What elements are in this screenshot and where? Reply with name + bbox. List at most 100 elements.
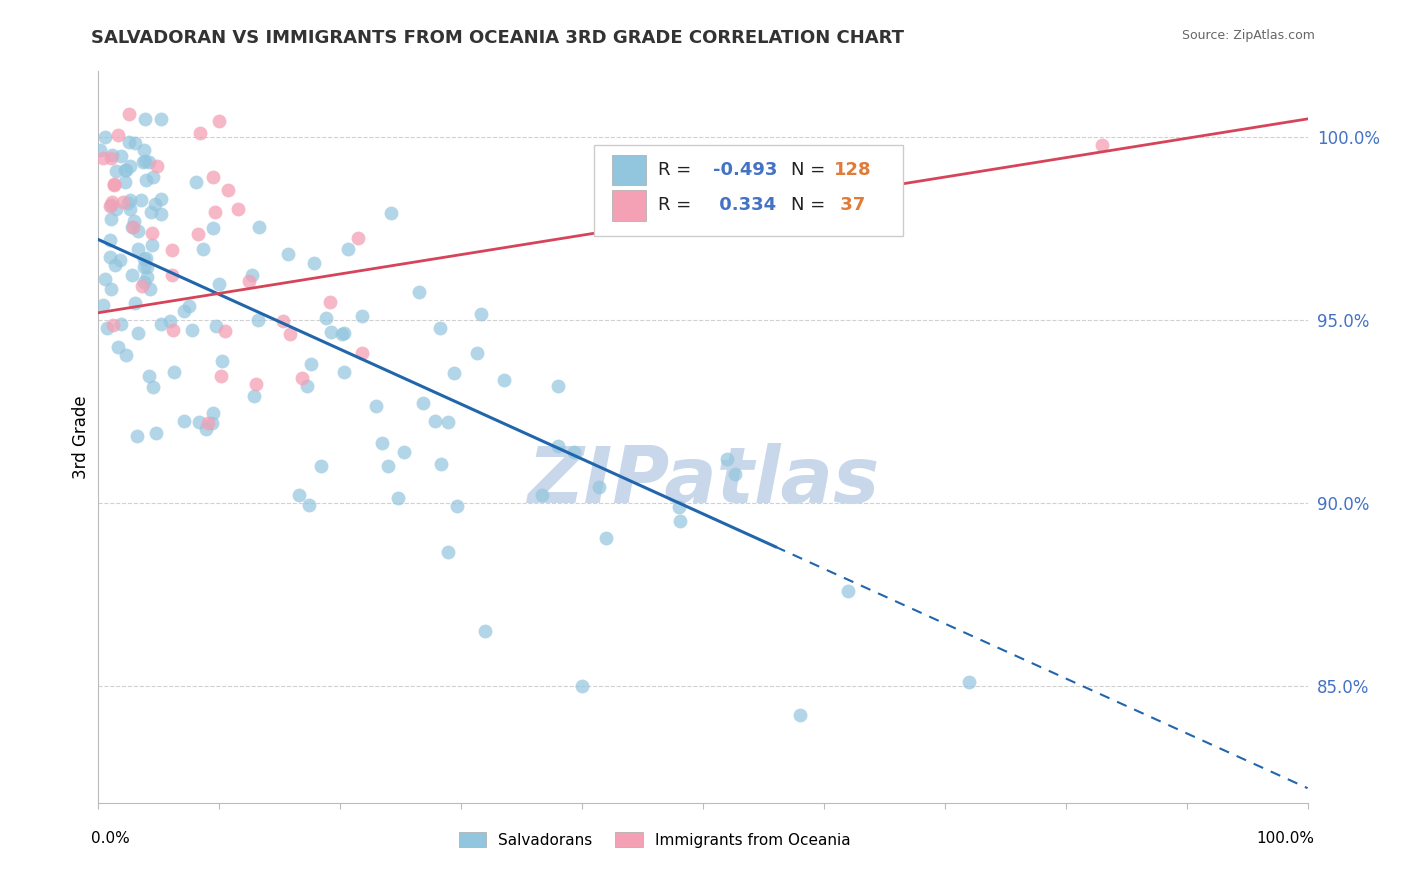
Point [107,128,129,142]
Point [115,162,138,177]
Point [333,326,356,341]
Point [98,233,121,247]
Point [352,346,374,360]
Point [211,354,233,368]
Point [278,326,301,341]
Point [104,258,127,272]
Point [201,416,224,430]
Point [127,243,149,257]
Point [380,206,402,220]
Point [118,159,141,173]
Point [243,389,266,403]
Point [118,107,141,121]
Point [571,679,593,693]
Point [117,196,139,211]
Point [330,326,353,341]
Point [173,304,195,318]
Point [122,219,145,234]
Point [295,379,318,393]
Point [129,193,152,207]
Point [1091,137,1114,152]
Point [789,708,811,723]
Point [100,212,122,227]
Point [315,310,337,325]
Point [430,457,453,471]
Point [173,413,195,427]
Point [139,205,162,219]
Point [94,272,117,286]
Point [150,192,173,206]
Point [136,260,159,274]
FancyBboxPatch shape [595,145,903,235]
Point [333,365,356,379]
Point [124,296,146,310]
Point [197,417,219,431]
Point [191,243,214,257]
Point [101,194,124,209]
Point [247,313,270,327]
Text: Source: ZipAtlas.com: Source: ZipAtlas.com [1181,29,1315,42]
Point [429,320,451,334]
Point [138,154,160,169]
Point [98,250,121,264]
Point [132,154,155,169]
Point [138,369,160,384]
Point [311,458,333,473]
Point [465,346,488,360]
Text: SALVADORAN VS IMMIGRANTS FROM OCEANIA 3RD GRADE CORRELATION CHART: SALVADORAN VS IMMIGRANTS FROM OCEANIA 3R… [91,29,904,46]
Point [100,282,122,296]
Point [143,197,166,211]
Point [530,488,553,502]
Point [302,256,325,270]
Point [122,213,145,227]
Point [108,252,131,267]
Point [141,227,163,241]
Point [346,231,368,245]
Point [298,498,321,512]
Point [127,326,149,340]
Point [127,224,149,238]
Text: -0.493: -0.493 [713,161,778,179]
Point [160,243,183,257]
Point [145,159,167,173]
Point [142,380,165,394]
Point [437,545,460,559]
Text: 128: 128 [834,161,872,179]
Point [247,219,270,234]
Point [110,317,132,331]
Point [366,399,388,413]
Point [141,237,163,252]
Point [205,318,228,333]
Point [150,207,173,221]
Point [377,459,399,474]
Point [238,274,260,288]
Point [208,277,231,291]
Point [208,114,231,128]
Point [194,422,217,436]
Point [114,348,136,362]
Point [121,220,143,235]
Point [105,163,128,178]
Legend: Salvadorans, Immigrants from Oceania: Salvadorans, Immigrants from Oceania [453,825,856,854]
Point [124,136,146,150]
Point [299,357,322,371]
Point [132,275,155,289]
Point [91,298,114,312]
Point [100,198,122,212]
Point [337,242,360,256]
Point [135,173,157,187]
Text: ZIPatlas: ZIPatlas [527,443,879,519]
Point [436,415,458,429]
Point [446,499,468,513]
Point [408,285,430,300]
Point [588,480,610,494]
Point [104,202,127,216]
Point [226,202,249,216]
Point [118,135,141,149]
Point [474,624,496,638]
Point [321,325,343,339]
Point [217,183,239,197]
Point [162,323,184,337]
Point [134,112,156,126]
Point [114,176,136,190]
